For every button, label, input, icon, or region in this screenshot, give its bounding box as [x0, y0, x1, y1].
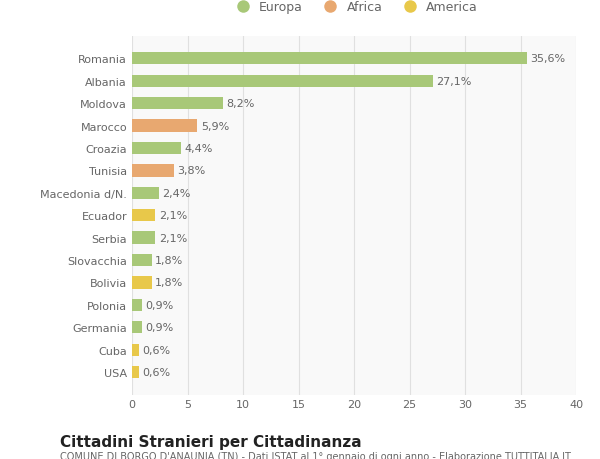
Text: 0,6%: 0,6% [142, 367, 170, 377]
Text: 5,9%: 5,9% [201, 121, 229, 131]
Text: 2,1%: 2,1% [158, 211, 187, 221]
Legend: Europa, Africa, America: Europa, Africa, America [225, 0, 483, 19]
Text: 35,6%: 35,6% [530, 54, 566, 64]
Bar [132, 53, 527, 65]
Text: 4,4%: 4,4% [184, 144, 212, 154]
Bar [132, 75, 433, 88]
Bar [132, 277, 152, 289]
Bar [132, 344, 139, 356]
Text: 0,6%: 0,6% [142, 345, 170, 355]
Bar [132, 120, 197, 132]
Text: 1,8%: 1,8% [155, 278, 184, 288]
Bar [132, 366, 139, 379]
Text: 27,1%: 27,1% [436, 77, 472, 86]
Bar [132, 299, 142, 311]
Text: 8,2%: 8,2% [226, 99, 255, 109]
Text: 3,8%: 3,8% [178, 166, 206, 176]
Bar [132, 254, 152, 267]
Bar [132, 187, 158, 200]
Bar [132, 142, 181, 155]
Text: 0,9%: 0,9% [145, 300, 173, 310]
Text: 2,1%: 2,1% [158, 233, 187, 243]
Bar [132, 232, 155, 244]
Bar [132, 321, 142, 334]
Text: COMUNE DI BORGO D'ANAUNIA (TN) - Dati ISTAT al 1° gennaio di ogni anno - Elabora: COMUNE DI BORGO D'ANAUNIA (TN) - Dati IS… [60, 451, 571, 459]
Bar [132, 210, 155, 222]
Text: Cittadini Stranieri per Cittadinanza: Cittadini Stranieri per Cittadinanza [60, 434, 362, 449]
Bar [132, 98, 223, 110]
Text: 0,9%: 0,9% [145, 323, 173, 333]
Text: 2,4%: 2,4% [162, 188, 190, 198]
Bar [132, 165, 174, 177]
Text: 1,8%: 1,8% [155, 256, 184, 265]
